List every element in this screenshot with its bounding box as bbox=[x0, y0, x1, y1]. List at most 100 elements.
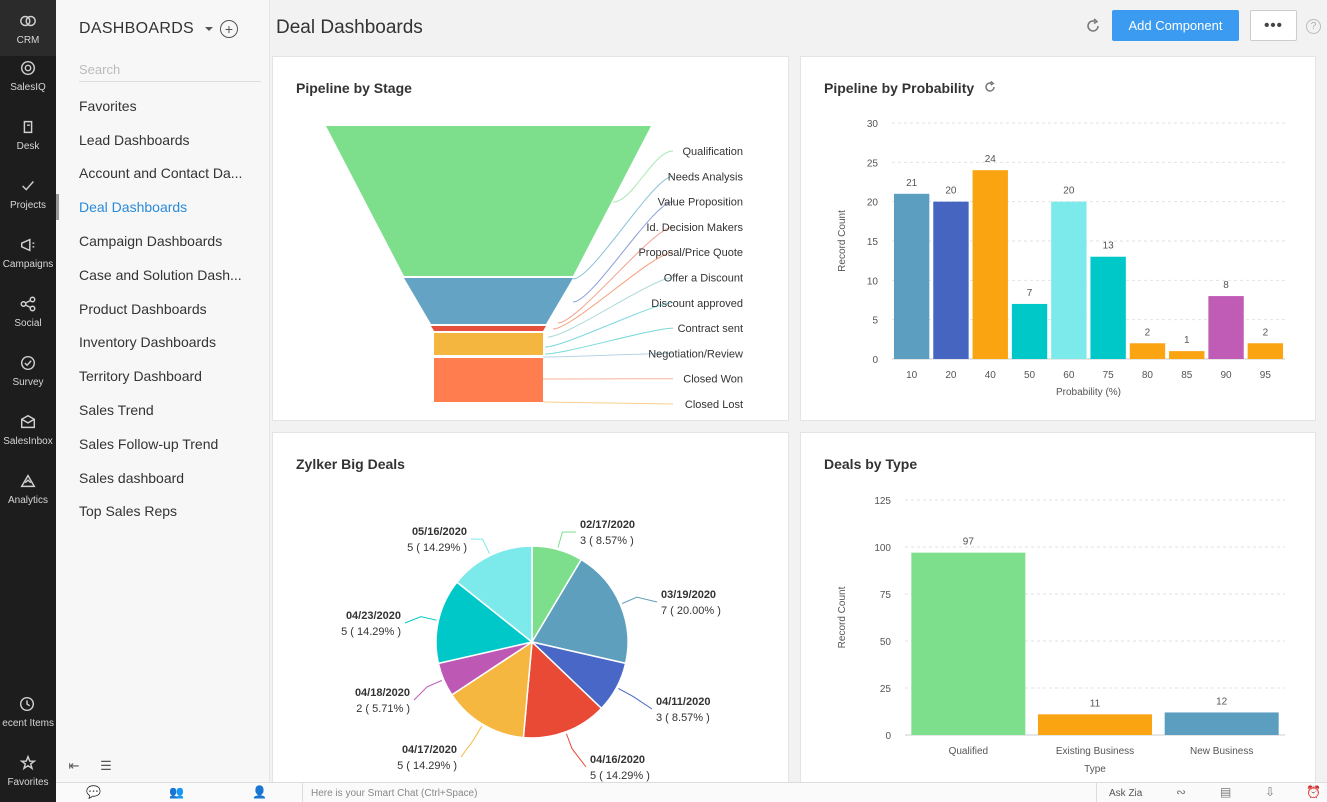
contacts-icon[interactable]: 👤 bbox=[252, 785, 267, 799]
rail-label: SalesIQ bbox=[10, 81, 46, 93]
y-tick-label: 125 bbox=[874, 496, 891, 507]
pie-leader-line bbox=[557, 531, 577, 548]
channels-icon[interactable]: 👥 bbox=[169, 785, 184, 799]
y-tick-label: 25 bbox=[880, 684, 892, 695]
pie-slice-value: 3 ( 8.57% ) bbox=[580, 535, 634, 547]
funnel-segment bbox=[434, 333, 543, 355]
funnel-stage-label: Discount approved bbox=[651, 298, 743, 310]
reorder-list-icon[interactable]: ☰ bbox=[100, 758, 112, 773]
funnel-segment bbox=[404, 278, 573, 324]
sidebar-search-input[interactable] bbox=[79, 57, 261, 82]
pie-slice-value: 5 ( 14.29% ) bbox=[397, 760, 457, 772]
y-tick-label: 50 bbox=[880, 637, 892, 648]
rail-label: Campaigns bbox=[2, 258, 54, 270]
pie-slice-label: 05/16/2020 bbox=[412, 526, 467, 538]
zia-icon[interactable]: ∾ bbox=[1176, 785, 1187, 799]
campaigns-icon bbox=[18, 235, 38, 255]
rail-item-projects[interactable]: Projects bbox=[0, 165, 56, 221]
funnel-stage-label: Closed Lost bbox=[685, 399, 743, 411]
add-dashboard-icon[interactable]: + bbox=[220, 20, 238, 38]
probability-bar-chart: 0 5 10 15 20 25 30 21 10 20 20 24 40 7 50 20 60 13 75 2 80 1 8… bbox=[837, 119, 1285, 398]
sidebar-item[interactable]: Sales dashboard bbox=[79, 469, 185, 486]
sidebar-item[interactable]: Favorites bbox=[79, 97, 137, 114]
rail-item-recent-items[interactable]: ecent Items bbox=[0, 683, 56, 739]
notes-icon[interactable]: ▤ bbox=[1220, 785, 1232, 799]
sidebar-item[interactable]: Territory Dashboard bbox=[79, 368, 202, 385]
card-title: Zylker Big Deals bbox=[296, 456, 405, 472]
chevron-down-icon[interactable] bbox=[203, 23, 215, 35]
rail-label: Survey bbox=[12, 376, 44, 388]
sidebar-item[interactable]: Campaign Dashboards bbox=[79, 233, 223, 250]
pipeline-by-probability-card: Pipeline by Probability 0 5 10 15 20 25 30 21 10… bbox=[800, 56, 1316, 421]
deals-by-type-card: Deals by Type 0 25 50 75 100 125 97 Qualified 11… bbox=[800, 432, 1316, 784]
pie-slice-label: 02/17/2020 bbox=[580, 519, 635, 531]
rail-item-favorites[interactable]: Favorites bbox=[0, 742, 56, 798]
sidebar-item[interactable]: Top Sales Reps bbox=[79, 503, 178, 520]
bar-value-label: 2 bbox=[1145, 327, 1151, 338]
y-tick-label: 15 bbox=[867, 237, 879, 248]
rail-item-desk[interactable]: Desk bbox=[0, 106, 56, 162]
desk-icon bbox=[18, 117, 38, 137]
sidebar-footer: ⇤ ☰ bbox=[64, 756, 116, 776]
sidebar-item[interactable]: Sales Trend bbox=[79, 402, 154, 419]
pie-slice-value: 5 ( 14.29% ) bbox=[341, 626, 401, 638]
bar-value-label: 1 bbox=[1184, 335, 1190, 346]
salesinbox-icon bbox=[18, 412, 38, 432]
chats-icon[interactable]: 💬 bbox=[86, 785, 101, 799]
page-title: Deal Dashboards bbox=[276, 17, 423, 38]
bar-value-label: 24 bbox=[985, 154, 997, 165]
sidebar-item[interactable]: Sales Follow-up Trend bbox=[79, 435, 219, 452]
refresh-icon[interactable] bbox=[982, 79, 998, 95]
sidebar-item[interactable]: Case and Solution Dash... bbox=[79, 266, 242, 283]
rail-item-survey[interactable]: Survey bbox=[0, 342, 56, 398]
funnel-leader-line bbox=[572, 175, 674, 280]
bar bbox=[1208, 296, 1244, 359]
y-tick-label: 5 bbox=[872, 316, 878, 327]
pie-leader-line bbox=[565, 733, 587, 768]
y-tick-label: 0 bbox=[885, 731, 891, 742]
bar-value-label: 11 bbox=[1090, 698, 1101, 709]
pie-slice-value: 3 ( 8.57% ) bbox=[656, 712, 710, 724]
rail-item-salesinbox[interactable]: SalesInbox bbox=[0, 401, 56, 457]
rail-label: Analytics bbox=[7, 494, 48, 506]
sidebar-item[interactable]: Deal Dashboards bbox=[56, 190, 270, 224]
bar bbox=[1169, 351, 1205, 359]
refresh-icon[interactable] bbox=[1083, 16, 1103, 36]
bar bbox=[1129, 343, 1166, 359]
funnel-leader-line bbox=[572, 201, 674, 303]
download-icon[interactable]: ⇩ bbox=[1265, 785, 1276, 799]
rail-item-campaigns[interactable]: Campaigns bbox=[0, 224, 56, 280]
sidebar-item[interactable]: Lead Dashboards bbox=[79, 131, 190, 148]
add-component-button[interactable]: Add Component bbox=[1112, 10, 1239, 41]
dashboards-sidebar: DASHBOARDS + Favorites Lead Dashboards Acc… bbox=[56, 0, 270, 782]
pie-slice bbox=[455, 545, 533, 644]
pie-slice bbox=[435, 581, 534, 665]
rail-item-crm[interactable]: CRM bbox=[0, 0, 56, 56]
more-options-button[interactable]: ••• bbox=[1250, 10, 1297, 41]
rail-item-social[interactable]: Social bbox=[0, 283, 56, 339]
smart-chat-input[interactable]: Here is your Smart Chat (Ctrl+Space) bbox=[302, 783, 1092, 802]
x-tick-label: 95 bbox=[1260, 370, 1272, 381]
collapse-sidebar-icon[interactable]: ⇤ bbox=[68, 758, 80, 773]
pie-slice-label: 04/16/2020 bbox=[590, 754, 645, 766]
bar-value-label: 20 bbox=[1063, 186, 1075, 197]
bar bbox=[1051, 201, 1087, 359]
x-tick-label: New Business bbox=[1190, 746, 1253, 757]
rail-item-salesiq[interactable]: SalesIQ bbox=[0, 47, 56, 103]
sidebar-item[interactable]: Account and Contact Da... bbox=[79, 165, 243, 182]
y-tick-label: 25 bbox=[867, 158, 879, 169]
sidebar-item[interactable]: Inventory Dashboards bbox=[79, 334, 216, 351]
rail-item-analytics[interactable]: Analytics bbox=[0, 460, 56, 516]
ask-zia-button[interactable]: Ask Zia bbox=[1096, 783, 1156, 802]
alarm-icon[interactable]: ⏰ bbox=[1306, 785, 1321, 799]
funnel-segment bbox=[434, 358, 543, 402]
salesiq-icon bbox=[18, 58, 38, 78]
card-title: Deals by Type bbox=[824, 456, 918, 472]
pie-leader-line bbox=[470, 538, 490, 554]
card-title: Pipeline by Stage bbox=[296, 80, 412, 96]
bar-value-label: 12 bbox=[1216, 696, 1228, 707]
sidebar-item[interactable]: Product Dashboards bbox=[79, 300, 207, 317]
help-icon[interactable]: ? bbox=[1306, 19, 1321, 34]
sidebar-title: DASHBOARDS bbox=[79, 20, 195, 37]
funnel-stage-label: Offer a Discount bbox=[664, 273, 743, 285]
